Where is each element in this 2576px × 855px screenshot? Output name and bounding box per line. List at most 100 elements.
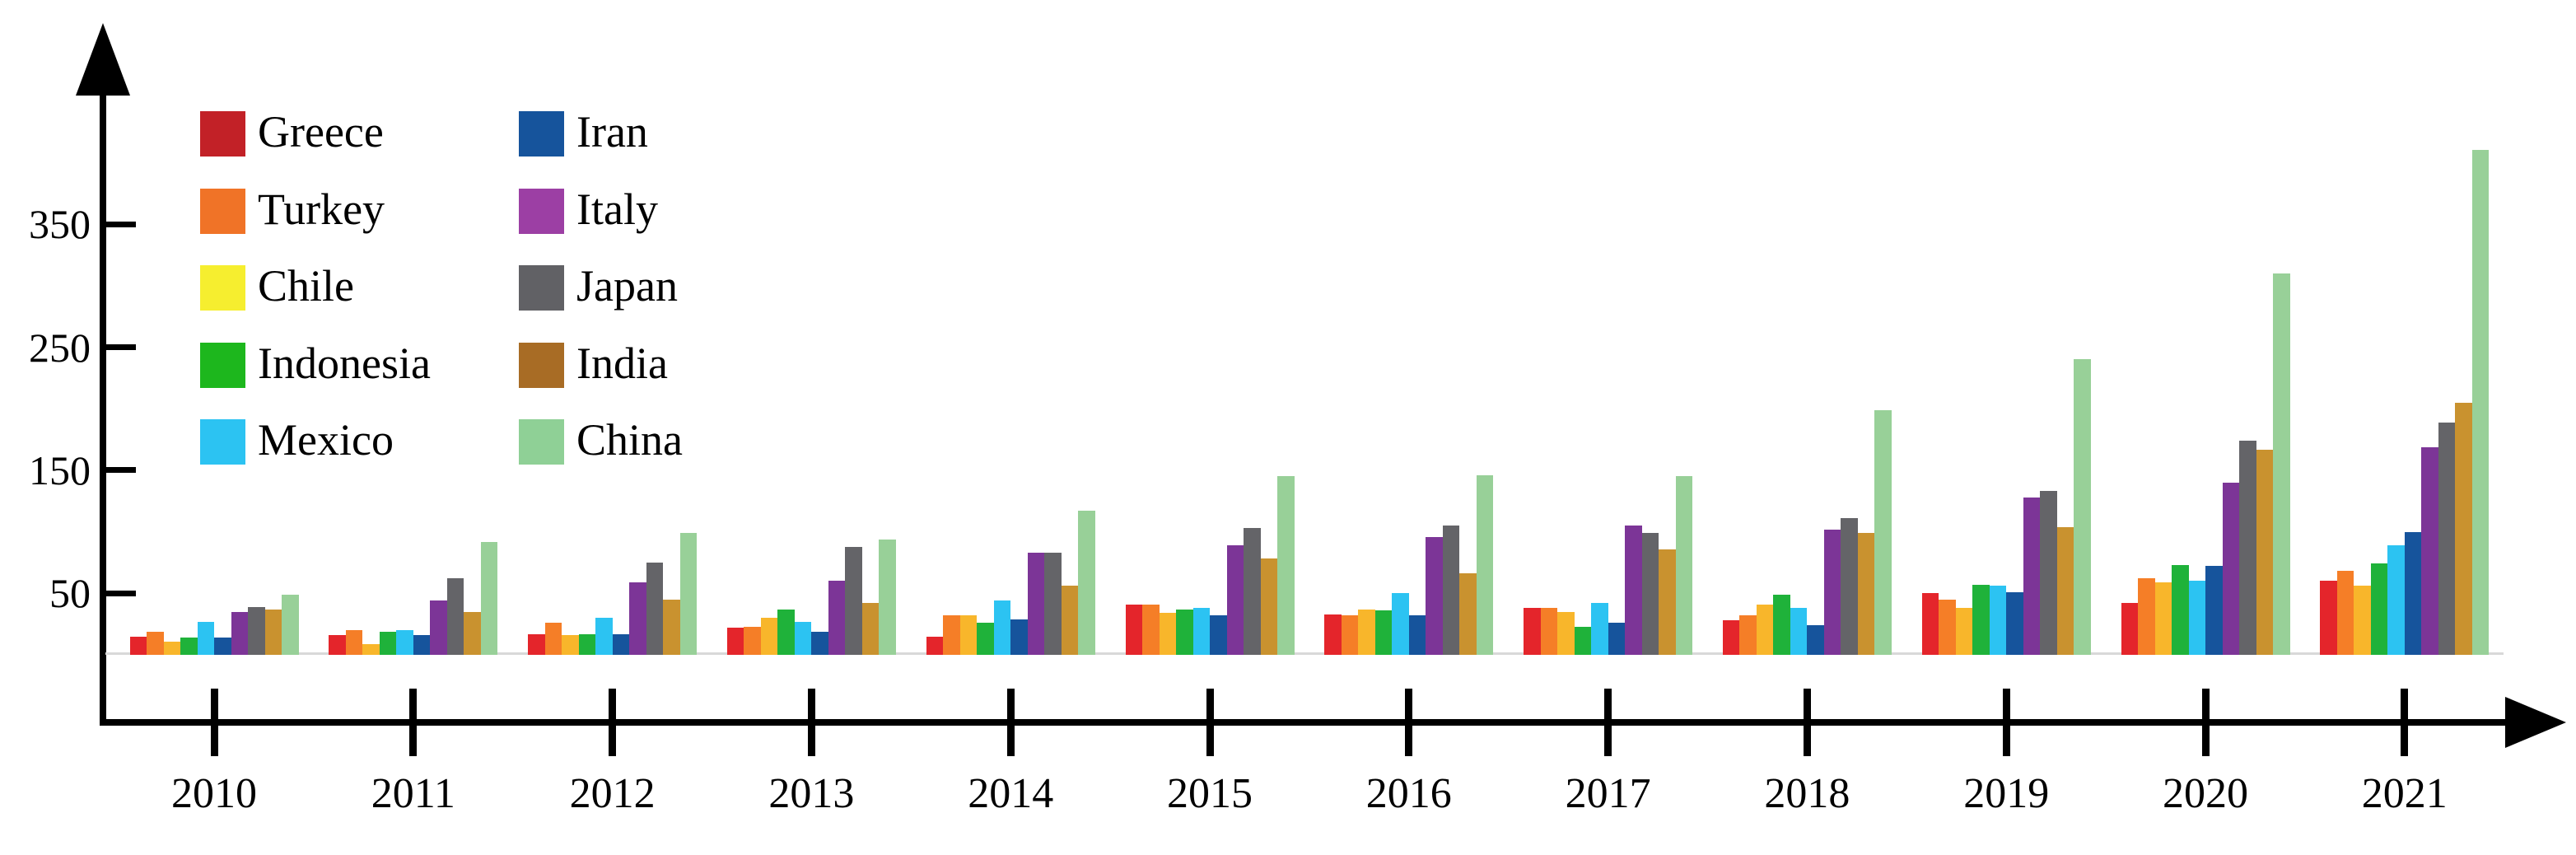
- legend-swatch-china: [519, 419, 564, 465]
- bar-china-2013: [879, 539, 896, 655]
- bar-japan-2015: [1244, 528, 1261, 655]
- bar-china-2017: [1675, 476, 1693, 655]
- bar-indonesia-2012: [578, 633, 596, 655]
- bar-greece-2010: [129, 636, 147, 655]
- bar-japan-2021: [2438, 422, 2456, 655]
- bar-iran-2010: [214, 638, 231, 655]
- bar-indonesia-2013: [777, 609, 795, 655]
- x-tick-2021: [2401, 689, 2409, 756]
- bar-india-2015: [1260, 558, 1277, 655]
- plot-baseline: [105, 652, 2504, 655]
- bar-italy-2020: [2222, 482, 2239, 655]
- bar-italy-2016: [1426, 536, 1443, 655]
- bar-italy-2010: [231, 611, 248, 655]
- bar-india-2016: [1459, 573, 1477, 655]
- bar-china-2016: [1476, 474, 1494, 655]
- bar-china-2012: [679, 533, 698, 655]
- bar-japan-2020: [2239, 441, 2256, 655]
- bar-india-2021: [2455, 402, 2472, 655]
- bar-iran-2014: [1010, 619, 1028, 655]
- bar-iran-2018: [1807, 625, 1824, 655]
- legend-label-chile: Chile: [258, 261, 354, 311]
- bar-mexico-2016: [1392, 593, 1409, 655]
- bar-china-2014: [1078, 511, 1095, 655]
- x-tick-label-2017: 2017: [1565, 770, 1651, 817]
- y-tick-350: [103, 221, 136, 227]
- bar-japan-2012: [646, 562, 664, 655]
- bar-indonesia-2019: [1972, 584, 1990, 655]
- bar-chile-2019: [1955, 608, 1973, 655]
- y-tick-label-250: 250: [29, 324, 91, 371]
- x-tick-2015: [1206, 689, 1214, 756]
- bar-china-2015: [1277, 476, 1295, 655]
- bar-italy-2017: [1625, 526, 1642, 655]
- bar-chile-2012: [562, 635, 579, 655]
- bar-mexico-2011: [396, 630, 413, 655]
- x-tick-label-2015: 2015: [1167, 770, 1253, 817]
- y-tick-label-150: 150: [29, 446, 91, 493]
- bar-indonesia-2010: [180, 638, 198, 655]
- x-tick-2020: [2201, 689, 2210, 756]
- x-tick-label-2012: 2012: [569, 770, 656, 817]
- bar-turkey-2015: [1142, 604, 1160, 655]
- y-tick-250: [103, 344, 136, 350]
- bar-iran-2021: [2404, 531, 2422, 655]
- bar-italy-2013: [828, 581, 846, 655]
- x-tick-label-2021: 2021: [2361, 770, 2448, 817]
- bar-japan-2010: [248, 606, 265, 655]
- bar-iran-2020: [2205, 566, 2223, 655]
- bar-indonesia-2018: [1773, 594, 1790, 655]
- bar-indonesia-2021: [2370, 563, 2388, 655]
- bar-china-2019: [2074, 359, 2091, 655]
- bar-iran-2019: [2006, 591, 2023, 655]
- bar-japan-2011: [446, 578, 464, 655]
- bar-chile-2013: [760, 618, 778, 655]
- bar-japan-2013: [845, 546, 862, 655]
- bar-japan-2014: [1044, 552, 1062, 655]
- bar-italy-2011: [430, 600, 447, 655]
- bar-italy-2015: [1226, 545, 1244, 655]
- x-tick-label-2010: 2010: [171, 770, 257, 817]
- bar-india-2018: [1857, 533, 1875, 655]
- y-tick-50: [103, 590, 136, 596]
- legend-label-greece: Greece: [258, 107, 384, 157]
- bar-iran-2012: [612, 633, 630, 655]
- bar-india-2014: [1061, 586, 1079, 655]
- legend-label-china: China: [576, 415, 683, 465]
- x-tick-2011: [409, 689, 418, 756]
- y-axis-line: [100, 78, 106, 726]
- bar-mexico-2012: [595, 618, 613, 655]
- bar-india-2013: [861, 603, 880, 655]
- bar-italy-2021: [2421, 446, 2438, 655]
- bar-indonesia-2020: [2172, 564, 2189, 655]
- bar-mexico-2020: [2188, 581, 2205, 655]
- legend-swatch-chile: [200, 265, 245, 311]
- bar-indonesia-2017: [1574, 626, 1592, 655]
- bar-greece-2015: [1125, 604, 1142, 655]
- bar-chile-2021: [2354, 586, 2371, 655]
- bar-chile-2015: [1159, 613, 1176, 655]
- x-tick-2012: [609, 689, 617, 756]
- bar-china-2011: [480, 541, 498, 655]
- legend-swatch-iran: [519, 111, 564, 157]
- bar-japan-2018: [1841, 518, 1858, 655]
- y-tick-150: [103, 467, 136, 474]
- bar-india-2011: [464, 611, 481, 655]
- legend-swatch-italy: [519, 188, 564, 234]
- bar-chile-2017: [1557, 611, 1575, 655]
- bar-mexico-2017: [1591, 603, 1608, 655]
- bar-greece-2021: [2320, 581, 2337, 655]
- bar-turkey-2013: [744, 626, 761, 655]
- bar-india-2012: [663, 599, 680, 655]
- bar-indonesia-2014: [977, 623, 994, 655]
- bar-greece-2017: [1524, 608, 1541, 655]
- bar-greece-2016: [1324, 614, 1342, 655]
- bar-chile-2018: [1756, 604, 1774, 655]
- bar-iran-2016: [1408, 615, 1426, 655]
- y-axis-arrow-icon: [76, 23, 130, 96]
- bar-india-2020: [2256, 449, 2273, 655]
- x-tick-2017: [1604, 689, 1612, 756]
- bar-indonesia-2011: [379, 631, 397, 655]
- bar-italy-2018: [1823, 529, 1841, 655]
